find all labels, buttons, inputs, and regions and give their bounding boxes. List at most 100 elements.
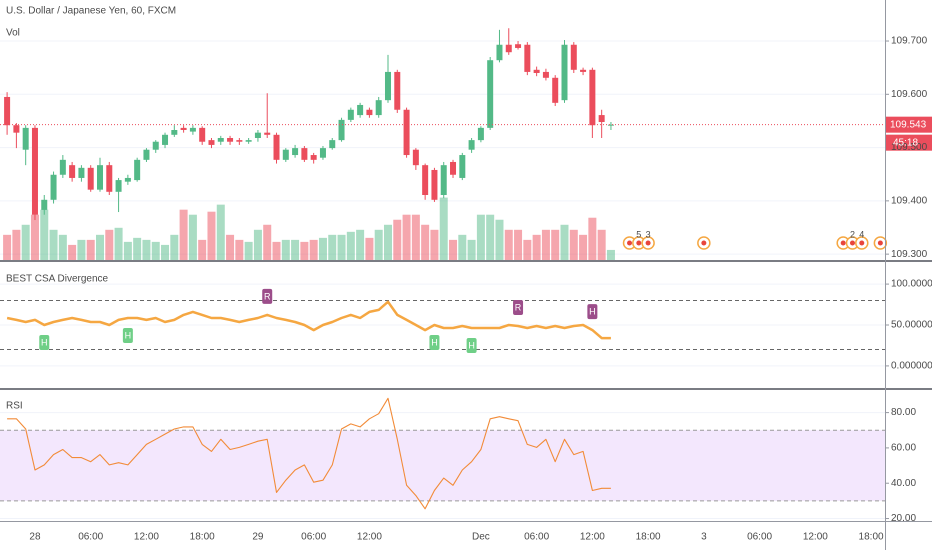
volume-bar [383,224,392,260]
indicator-line [6,300,611,340]
candle-body [217,137,224,142]
candle-body [450,161,457,175]
y-tick-label: 50.000000 [891,320,932,331]
event-label: 4 [859,229,864,239]
candle-body [580,69,587,72]
candle-body [570,44,577,70]
candle-body [552,77,559,103]
candle-body [496,44,503,61]
x-tick-label: 12:00 [803,532,828,543]
volume-bar [476,214,485,260]
countdown-tag [886,134,932,151]
signal-tag [262,288,273,304]
chart-title: U.S. Dollar / Japanese Yen, 60, FXCM [6,6,176,17]
candle-body [533,69,540,73]
candle-body [412,149,419,166]
volume-bar [198,239,207,260]
signal-label: H [125,330,132,340]
candle-body [338,119,345,141]
y-tick-label: 109.700 [891,36,928,47]
signal-label: H [589,306,596,316]
y-tick-label: 109.600 [891,89,928,100]
candle-body [310,155,317,160]
volume-bar [449,239,458,260]
volume-bar [291,239,300,260]
volume-bar [560,224,569,260]
indicator-line [7,397,611,510]
event-label: 2 [850,229,855,239]
volume-bar [365,237,374,260]
x-tick-label: 29 [252,532,264,543]
candle-body [524,44,531,72]
volume-bar [161,244,170,260]
volume-bar [235,239,244,260]
last-price-label: 109.543 [890,119,927,130]
candle-body [69,165,76,178]
x-tick-label: 12:00 [134,532,159,543]
candle-body [50,174,57,200]
signal-tag [429,335,440,350]
event-dot [701,240,707,246]
band [0,430,885,501]
volume-bar [281,239,290,260]
x-tick-label: 06:00 [524,532,549,543]
candle-body [152,141,159,150]
event-label: 5 [636,229,641,239]
volume-bar [86,239,95,260]
countdown-label: 45:18 [893,137,918,148]
volume-bar [318,237,327,260]
signal-tag [466,338,477,354]
signal-label: H [468,340,475,350]
candle-body [97,165,103,190]
volume-bar [309,239,318,260]
volume-bar [188,214,197,260]
candle-body [199,127,206,142]
grid-layer [0,40,885,520]
volume-bar [393,219,402,260]
candle-body [301,148,308,160]
volume-bar [606,249,615,260]
volume-bar [49,229,58,260]
volume-bar [40,209,49,260]
candle-body [422,165,429,195]
candle-body [31,127,38,215]
volume-bar [105,229,114,260]
volume-bar [244,241,253,260]
volume-bar [532,234,541,260]
volume-bar [207,211,216,260]
volume-bar [170,234,179,260]
candle-body [22,127,29,150]
candle-body [598,115,605,123]
candle-body [366,109,373,116]
candle-body [459,155,466,178]
y-tick-label: 109.500 [891,142,928,153]
candle-body [589,69,596,126]
x-tick-label: 18:00 [636,532,661,543]
candle-body [189,127,196,132]
candle-body [487,60,494,128]
signal-label: R [264,291,271,301]
volume-bar [588,217,597,260]
candle-body [329,140,336,149]
event-dot [636,240,642,246]
volume-bar [151,241,160,260]
candle-body [357,104,364,116]
candle-body [375,100,382,116]
candle-body [319,148,326,158]
signal-label: H [41,337,48,347]
y-tick-label: 100.000000 [891,279,932,290]
volume-bar [467,239,476,260]
candle-body [477,127,484,141]
x-tick-label: 18:00 [190,532,215,543]
volume-bar [579,234,588,260]
volume-bar [216,204,225,260]
candle-body [515,44,522,48]
candle-body [143,149,150,160]
signal-label: R [515,302,522,312]
volume-bar [402,214,411,260]
volume-bar [486,214,495,260]
candle-body [106,165,113,192]
candle-body [124,177,131,182]
volume-bar [411,214,420,260]
candle-body [59,159,66,175]
